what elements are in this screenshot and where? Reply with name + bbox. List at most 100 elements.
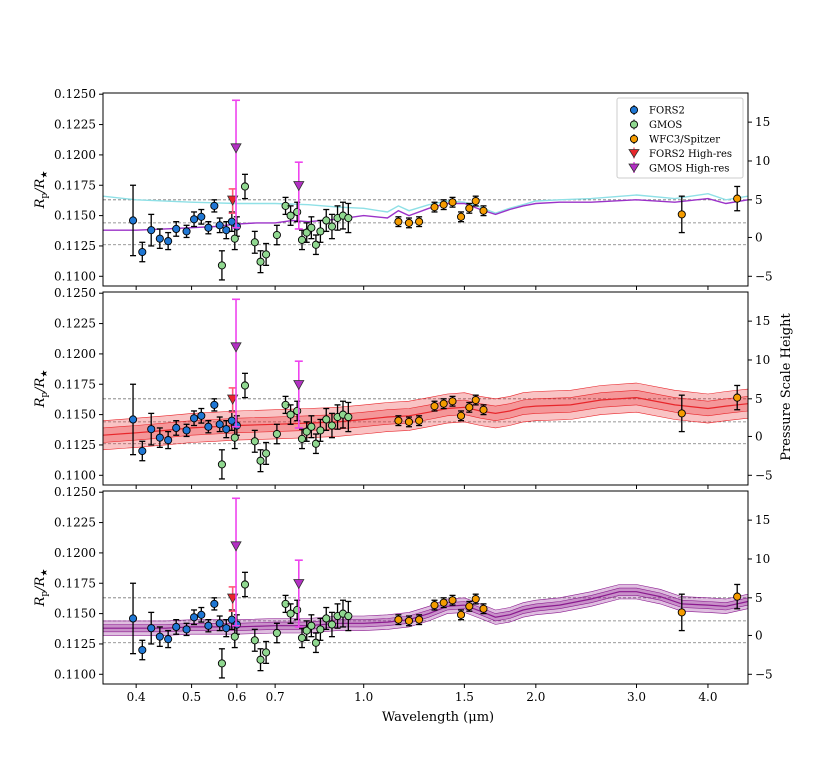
data-point bbox=[457, 610, 466, 619]
data-point bbox=[307, 223, 316, 232]
data-point bbox=[404, 218, 414, 227]
data-point bbox=[182, 625, 191, 634]
data-point bbox=[172, 622, 181, 631]
data-point bbox=[344, 213, 353, 223]
data-point bbox=[479, 604, 488, 613]
y-tick-label: 0.1225 bbox=[54, 317, 96, 331]
data-point bbox=[226, 394, 239, 405]
data-point bbox=[210, 400, 219, 409]
y-axis-label: Rp/R★ bbox=[33, 171, 50, 210]
y-axis-label: Rp/R★ bbox=[33, 569, 50, 608]
data-point bbox=[222, 226, 231, 235]
data-point bbox=[230, 541, 242, 552]
data-point bbox=[240, 580, 250, 589]
right-axis-label: Pressure Scale Height bbox=[779, 313, 794, 461]
legend-label: GMOS bbox=[649, 120, 682, 131]
data-point bbox=[465, 204, 474, 213]
y2-tick-label: 15 bbox=[755, 115, 770, 129]
data-point bbox=[439, 399, 448, 408]
data-point bbox=[733, 393, 742, 402]
data-point bbox=[322, 216, 331, 225]
data-point bbox=[394, 416, 403, 425]
legend-label: GMOS High-res bbox=[649, 164, 729, 175]
data-point bbox=[172, 423, 181, 432]
data-point bbox=[182, 227, 191, 236]
legend-label: WFC3/Spitzer bbox=[649, 135, 720, 146]
data-point bbox=[204, 621, 213, 630]
data-point bbox=[471, 196, 480, 206]
legend-marker bbox=[629, 105, 639, 115]
data-point bbox=[128, 614, 138, 623]
data-point bbox=[250, 636, 259, 645]
data-point bbox=[138, 645, 147, 655]
data-point bbox=[189, 414, 199, 423]
legend-marker bbox=[629, 120, 639, 129]
panel-bottom: 0.1100 0.1125 0.1150 0.1175 0.1200 0.1225 0.12… bbox=[33, 485, 773, 704]
y2-tick-label: 0 bbox=[755, 230, 763, 244]
data-point bbox=[155, 433, 164, 442]
data-point bbox=[479, 206, 488, 215]
data-point bbox=[415, 615, 424, 624]
y2-tick-label: 0 bbox=[755, 628, 763, 642]
y2-tick-label: 15 bbox=[755, 314, 770, 328]
data-point bbox=[344, 412, 353, 422]
data-point bbox=[182, 426, 191, 435]
y2-tick-label: −5 bbox=[755, 468, 773, 482]
data-point bbox=[230, 632, 239, 641]
data-point bbox=[138, 446, 147, 456]
data-point bbox=[293, 605, 302, 615]
y-tick-label: 0.1200 bbox=[54, 148, 96, 162]
data-point bbox=[302, 228, 311, 237]
data-point bbox=[404, 417, 414, 426]
plot-frame bbox=[102, 490, 749, 685]
data-point bbox=[197, 212, 206, 221]
data-point bbox=[293, 207, 302, 217]
y2-tick-label: 5 bbox=[755, 193, 763, 207]
data-point bbox=[302, 427, 311, 436]
data-point bbox=[327, 222, 337, 231]
legend-marker bbox=[628, 163, 640, 173]
data-point bbox=[430, 402, 439, 411]
y2-tick-label: −5 bbox=[755, 667, 773, 681]
data-point bbox=[240, 182, 250, 191]
y-tick-label: 0.1125 bbox=[54, 239, 96, 253]
data-point bbox=[448, 596, 457, 605]
data-point bbox=[189, 613, 199, 622]
y-tick-label: 0.1100 bbox=[54, 667, 96, 681]
x-tick-label: 1.5 bbox=[455, 690, 474, 704]
data-point bbox=[262, 449, 271, 458]
data-point bbox=[210, 201, 219, 210]
data-layer bbox=[128, 298, 742, 480]
data-point bbox=[230, 433, 239, 442]
data-point bbox=[677, 409, 686, 418]
data-point bbox=[204, 422, 213, 431]
y2-tick-label: 15 bbox=[755, 513, 770, 527]
x-tick-label: 0.6 bbox=[227, 690, 246, 704]
data-point bbox=[677, 608, 686, 617]
data-point bbox=[394, 615, 403, 624]
y-tick-label: 0.1175 bbox=[54, 178, 96, 192]
data-point bbox=[217, 659, 226, 668]
data-point bbox=[344, 611, 353, 621]
legend: FORS2 GMOS WFC3/Spitzer FORS2 High-res GMOS … bbox=[616, 97, 744, 179]
data-point bbox=[222, 624, 231, 633]
data-point bbox=[677, 210, 686, 219]
y-tick-label: 0.1125 bbox=[54, 637, 96, 651]
y2-tick-label: 10 bbox=[755, 552, 770, 566]
data-point bbox=[430, 203, 439, 212]
data-point bbox=[272, 230, 281, 240]
x-tick-label: 0.4 bbox=[127, 690, 146, 704]
x-tick-label: 2.0 bbox=[526, 690, 545, 704]
data-point bbox=[430, 601, 439, 610]
data-layer bbox=[128, 497, 742, 679]
data-point bbox=[316, 625, 325, 634]
data-point bbox=[128, 415, 138, 424]
y-tick-label: 0.1150 bbox=[54, 408, 96, 422]
data-point bbox=[217, 460, 226, 469]
data-point bbox=[230, 143, 242, 154]
data-point bbox=[415, 416, 424, 425]
data-point bbox=[286, 410, 295, 419]
data-point bbox=[262, 648, 271, 657]
y2-tick-label: 10 bbox=[755, 353, 770, 367]
y-tick-label: 0.1150 bbox=[54, 607, 96, 621]
